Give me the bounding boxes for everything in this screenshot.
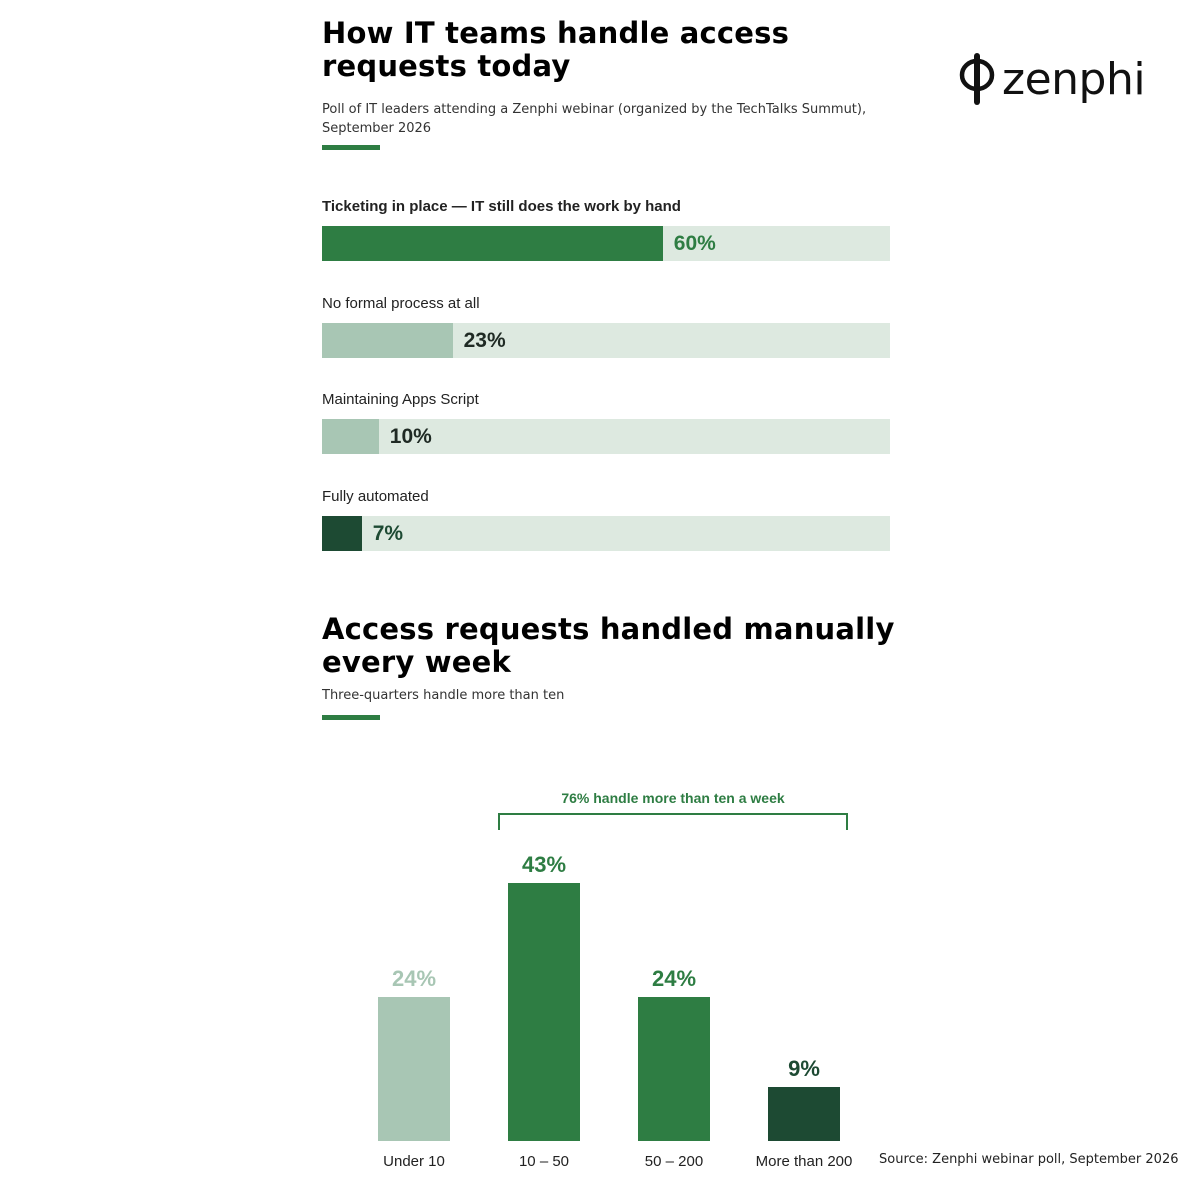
bar	[322, 515, 362, 551]
bar	[322, 226, 663, 261]
chart-2-title: Access requests handled manually every w…	[322, 612, 895, 679]
bar-track: 60%	[322, 226, 890, 261]
chart-1-subtitle: Poll of IT leaders attending a Zenphi we…	[322, 102, 867, 136]
source-note: Source: Zenphi webinar poll, September 2…	[879, 1152, 1179, 1167]
bar-track: 10%	[322, 419, 890, 454]
annotation-label: 76% handle more than ten a week	[561, 790, 785, 806]
category-label: Maintaining Apps Script	[322, 391, 479, 408]
chart-1-title: How IT teams handle access requests toda…	[322, 16, 790, 83]
bar	[768, 1087, 840, 1141]
chart-2-subtitle: Three-quarters handle more than ten	[322, 688, 565, 703]
bar	[322, 419, 379, 454]
category-label: More than 200	[756, 1153, 853, 1170]
category-label: 10 – 50	[519, 1153, 569, 1170]
horizontal-bar-chart: Ticketing in place — IT still does the w…	[322, 198, 890, 551]
value-label: 43%	[522, 852, 566, 877]
bar	[378, 997, 450, 1141]
value-label: 10%	[389, 425, 432, 448]
bar	[508, 883, 580, 1141]
value-label: 60%	[673, 232, 716, 255]
zenphi-logo: zenphi	[958, 52, 1158, 112]
accent-rule	[322, 715, 380, 720]
zenphi-logo-icon	[959, 53, 995, 105]
logo-wordmark: zenphi	[1002, 54, 1146, 105]
bar	[322, 322, 453, 358]
bar-track: 23%	[322, 322, 890, 358]
value-label: 24%	[652, 966, 696, 991]
value-label: 7%	[372, 521, 404, 545]
category-label: Fully automated	[322, 487, 429, 505]
category-label: No formal process at all	[322, 294, 480, 312]
annotation-bracket	[498, 813, 848, 830]
accent-rule	[322, 145, 380, 150]
bar	[638, 997, 710, 1141]
category-label: Under 10	[383, 1153, 445, 1170]
category-label: Ticketing in place — IT still does the w…	[322, 198, 681, 215]
category-label: 50 – 200	[645, 1153, 703, 1170]
value-label: 9%	[788, 1056, 820, 1081]
value-label: 24%	[392, 966, 436, 991]
value-label: 23%	[463, 328, 506, 352]
bar-track: 7%	[322, 515, 890, 551]
